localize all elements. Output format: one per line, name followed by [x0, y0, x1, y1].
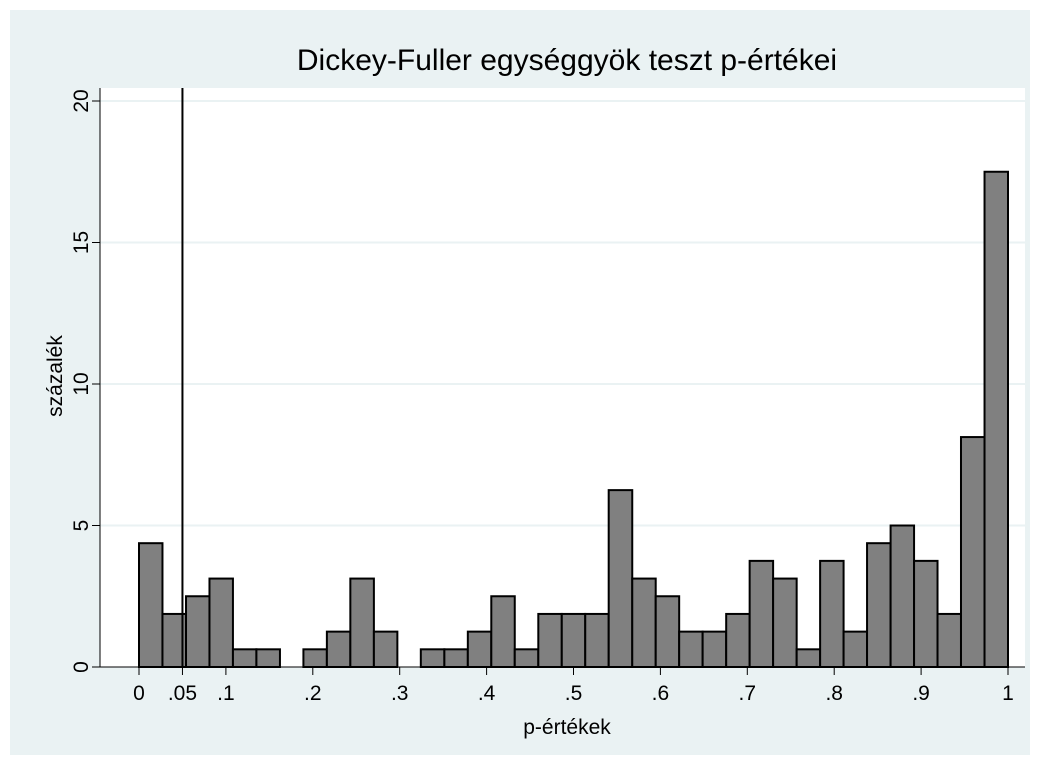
x-tick-label: .9 — [912, 682, 930, 705]
bar — [678, 630, 704, 668]
bar — [748, 559, 775, 668]
x-axis-title: p-értékek — [523, 716, 611, 739]
bar — [701, 630, 728, 668]
bar — [983, 170, 1009, 668]
bar — [513, 648, 540, 668]
x-tick-label: .7 — [739, 682, 757, 705]
plot: 0 5 10 15 20 0 .05 .1 .2 .3 .4 .5 .6 .7 .8 .9 1 — [70, 88, 1025, 705]
bar — [419, 648, 446, 668]
x-tick-label: .5 — [565, 682, 583, 705]
chart-title: Dickey-Fuller egységgyök teszt p-értékei — [297, 44, 837, 77]
y-tick-label: 10 — [70, 372, 93, 395]
bar — [490, 595, 516, 668]
bar — [842, 630, 869, 668]
bar — [138, 542, 164, 668]
bar — [725, 612, 751, 668]
bar — [959, 436, 986, 668]
x-tick-label: .2 — [304, 682, 322, 705]
bar — [584, 612, 610, 668]
x-tick-label: .05 — [168, 682, 197, 705]
x-tick-label: .6 — [652, 682, 670, 705]
x-tick-label: .8 — [825, 682, 843, 705]
bar — [654, 595, 681, 668]
x-tick-label: 1 — [1002, 682, 1014, 705]
x-tick-label: .4 — [478, 682, 496, 705]
bar — [349, 577, 375, 668]
bar — [208, 577, 234, 668]
bar — [537, 612, 563, 668]
bar — [607, 489, 634, 668]
y-tick-label: 20 — [70, 89, 93, 112]
bar — [443, 648, 469, 668]
bar — [231, 648, 258, 668]
bar — [185, 595, 211, 668]
y-tick-label: 15 — [70, 231, 93, 254]
bar — [631, 577, 657, 668]
bar — [795, 648, 822, 668]
bar — [889, 524, 916, 668]
bar — [913, 559, 939, 668]
bar — [772, 577, 798, 668]
bar — [819, 559, 845, 668]
bar — [466, 630, 493, 668]
bar — [325, 630, 352, 668]
x-tick-label: 0 — [133, 682, 145, 705]
y-tick-label: 5 — [70, 520, 93, 532]
x-tick-label: .3 — [391, 682, 409, 705]
y-axis-title: százalék — [44, 335, 67, 417]
bar — [255, 648, 281, 668]
bar — [560, 612, 587, 668]
bar — [936, 612, 962, 668]
bar — [372, 630, 399, 668]
bar — [302, 648, 328, 668]
bar — [866, 542, 892, 668]
y-tick-label: 0 — [70, 661, 93, 673]
x-tick-label: .1 — [217, 682, 235, 705]
